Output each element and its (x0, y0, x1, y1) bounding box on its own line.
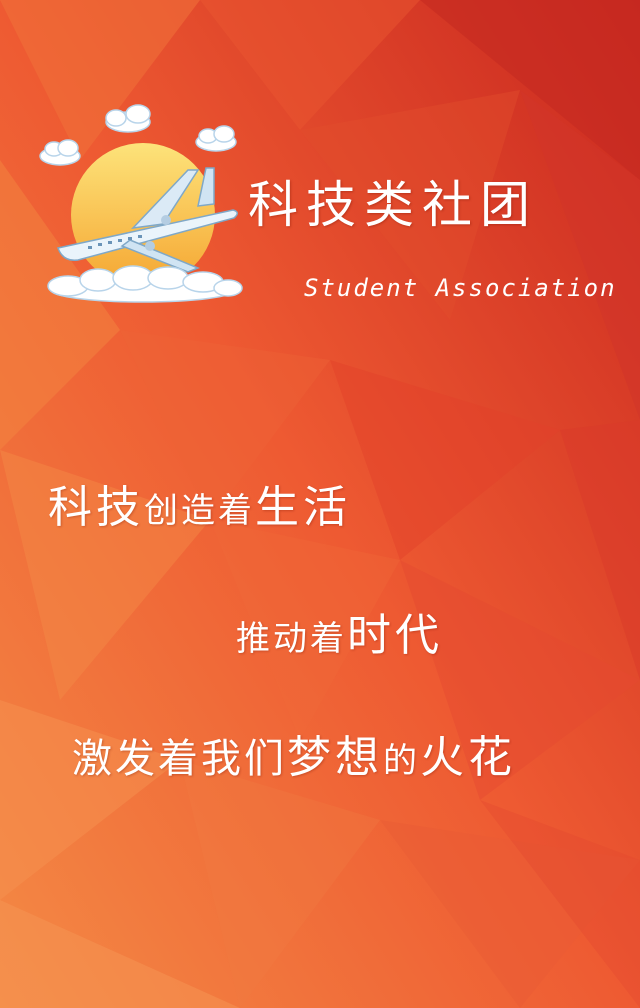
slogan-word: 时代 (347, 610, 443, 661)
slogan-line-2: 推动着时代 (236, 614, 443, 658)
airplane-sun-clouds-icon (39, 104, 243, 303)
slogan-word: 的 (383, 741, 420, 781)
slogan-word: 创造着 (144, 491, 255, 531)
slogan-word: 推动着 (236, 619, 347, 659)
slogan-word: 生活 (255, 482, 351, 533)
club-subtitle: Student Association (304, 274, 617, 302)
slogan-word: 科技 (48, 482, 144, 533)
club-title: 科技类社团 (248, 176, 538, 234)
slogan-word: 火花 (420, 732, 516, 783)
slogan-word: 梦想 (287, 732, 383, 783)
slogan-line-3: 激发着我们梦想的火花 (72, 736, 516, 780)
slogan-line-1: 科技创造着生活 (48, 486, 351, 530)
slogan-word: 激发着我们 (72, 736, 287, 782)
